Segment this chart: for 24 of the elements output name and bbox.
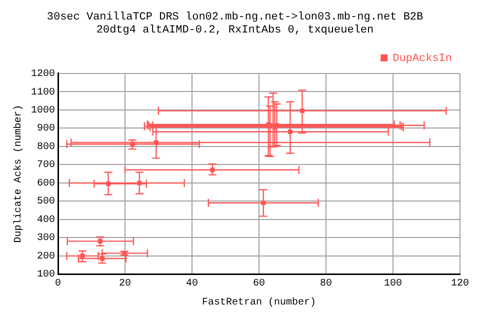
y-tick-label: 600 [36, 178, 56, 190]
y-tick-label: 1100 [30, 87, 56, 98]
y-tick-label: 500 [36, 196, 56, 208]
x-tick-label: 20 [118, 278, 132, 290]
x-tick-label: 80 [320, 278, 332, 290]
y-tick-label: 700 [36, 160, 56, 172]
y-tick-label: 200 [36, 251, 56, 262]
y-tick-label: 400 [36, 214, 56, 226]
x-tick-label: 0 [54, 278, 62, 290]
y-axis-title: Duplicate Acks (number) [12, 104, 25, 243]
chart-subtitle: 20dtg4 altAIMD-0.2, RxIntAbs 0, txqueuelen [96, 24, 374, 37]
y-tick-label: 800 [36, 142, 56, 153]
x-tick-label: 120 [450, 278, 470, 290]
chart-title: 30sec VanillaTCP DRS lon02.mb-ng.net->lon03.mb-ng.net B2B [46, 12, 424, 24]
y-tick-label: 900 [36, 124, 56, 135]
y-tick-label: 300 [36, 233, 56, 244]
legend-label: DupAcksIn [392, 52, 452, 65]
x-tick-label: 40 [186, 278, 198, 290]
y-tick-label: 1000 [30, 106, 56, 117]
x-tick-label: 100 [384, 278, 402, 290]
x-axis-title: FastRetran (number) [202, 296, 316, 309]
x-tick-label: 60 [252, 278, 266, 290]
y-tick-label: 1200 [30, 69, 56, 80]
y-tick-label: 100 [36, 270, 56, 281]
